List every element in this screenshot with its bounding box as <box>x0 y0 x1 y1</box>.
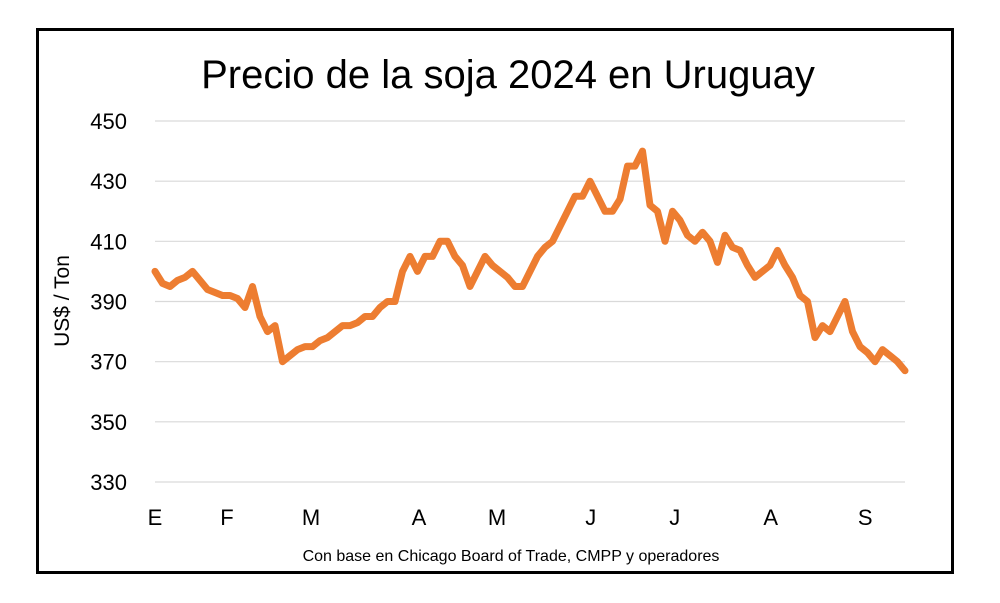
series-layer <box>151 147 909 375</box>
x-tick-label: M <box>488 505 506 530</box>
y-tick-label: 330 <box>90 470 127 495</box>
x-tick-label: A <box>763 505 778 530</box>
y-axis-label: US$ / Ton <box>51 255 74 347</box>
y-tick-label: 450 <box>90 109 127 134</box>
y-tick-label: 350 <box>90 410 127 435</box>
x-tick-label: J <box>669 505 680 530</box>
y-tick-label: 390 <box>90 290 127 315</box>
chart-title: Precio de la soja 2024 en Uruguay <box>201 53 815 97</box>
x-tick-label: S <box>858 505 873 530</box>
x-tick-label: A <box>412 505 427 530</box>
x-tick-label: E <box>148 505 163 530</box>
grid-layer <box>155 120 905 483</box>
series-line <box>151 147 909 375</box>
x-tick-label: J <box>585 505 596 530</box>
y-tick-label: 430 <box>90 169 127 194</box>
y-tick-labels: 330 350 370 390 410 430 450 <box>90 109 127 495</box>
source-note: Con base en Chicago Board of Trade, CMPP… <box>303 548 720 565</box>
y-tick-label: 370 <box>90 350 127 375</box>
x-tick-label: F <box>220 505 233 530</box>
y-tick-label: 410 <box>90 229 127 254</box>
x-tick-label: M <box>302 505 320 530</box>
